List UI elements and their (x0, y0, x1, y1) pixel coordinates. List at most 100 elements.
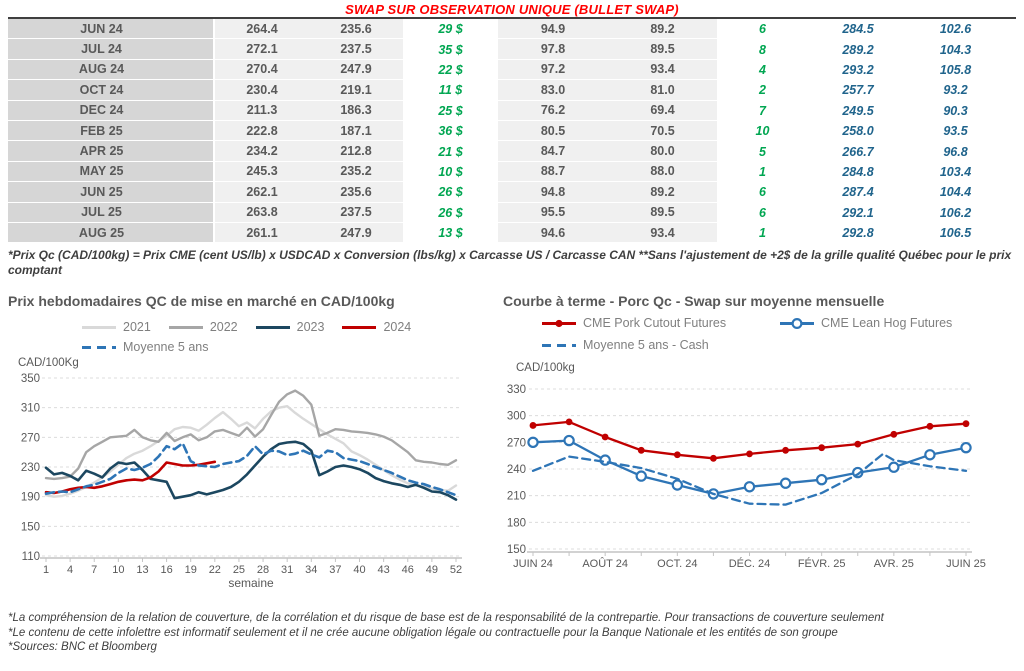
svg-text:40: 40 (353, 564, 365, 576)
legend-line-icon (342, 325, 377, 329)
table-value-cell: 5 (759, 144, 766, 159)
table-value-cell: 83.0 (498, 80, 608, 101)
table-month-cell: JUN 24 (8, 19, 213, 40)
table-value-cell: 80.5 (498, 120, 608, 142)
table-value-cell: 88.0 (608, 161, 717, 183)
weekly-chart-y-unit: CAD/100Kg (18, 357, 79, 369)
table-value-cell: 89.2 (608, 19, 717, 40)
footer-disclaimer: *La compréhension de la relation de couv… (8, 611, 1016, 655)
table-month-cell: FEB 25 (8, 120, 213, 142)
legend-label: CME Pork Cutout Futures (583, 316, 727, 330)
legend-label: CME Lean Hog Futures (821, 316, 953, 330)
svg-text:OCT. 24: OCT. 24 (657, 558, 697, 570)
table-value-cell: 29 $ (438, 22, 463, 37)
svg-text:46: 46 (402, 564, 414, 576)
svg-text:AVR. 25: AVR. 25 (874, 558, 914, 570)
chart-svg: 110 150 190 230 270 310 350 1 4 7 10 13 16 19 22 25 28 31… (21, 373, 462, 590)
table-value-cell: 94.9 (498, 19, 608, 40)
disclaimer-line: *Le contenu de cette infolettre est info… (8, 626, 838, 639)
svg-text:1: 1 (43, 564, 49, 576)
forward-curve-legend: CME Pork Cutout Futures CME Lean Hog Futu… (540, 313, 1000, 355)
legend-dash-icon (82, 345, 116, 349)
svg-text:34: 34 (305, 564, 317, 576)
svg-text:240: 240 (507, 464, 526, 476)
table-value-cell: 212.8 (309, 141, 403, 162)
table-value-cell: 235.6 (309, 19, 403, 40)
table-value-cell: 104.3 (939, 42, 972, 57)
legend-line-circle-icon (780, 317, 814, 329)
table-value-cell: 26 $ (438, 185, 463, 200)
table-value-cell: 235.6 (309, 182, 403, 203)
svg-text:150: 150 (21, 521, 40, 533)
table-value-cell: 6 (759, 22, 766, 37)
table-value-cell: 36 $ (438, 124, 463, 139)
table-value-cell: 4 (759, 62, 766, 77)
svg-text:350: 350 (21, 373, 40, 385)
legend-item: 2023 (254, 317, 325, 337)
forward-curve-chart: 150 180 210 240 270 300 330 JUIN 24 AOÛT 24 OCT. … (496, 375, 1024, 602)
table-value-cell: 95.5 (498, 202, 608, 223)
table-month-cell: JUN 25 (8, 182, 213, 203)
table-value-cell: 7 (759, 103, 766, 118)
legend-label: 2023 (296, 320, 325, 334)
legend-line-icon (168, 325, 203, 329)
table-value-cell: 8 (759, 42, 766, 57)
svg-text:28: 28 (257, 564, 269, 576)
svg-text:JUIN 25: JUIN 25 (946, 558, 986, 570)
table-value-cell: 105.8 (939, 62, 972, 77)
table-value-cell: 93.4 (608, 222, 717, 244)
table-month-cell: AUG 25 (8, 222, 213, 244)
table-value-cell: 69.4 (608, 100, 717, 121)
table-value-cell: 272.1 (213, 39, 309, 60)
svg-text:16: 16 (160, 564, 172, 576)
table-value-cell: 1 (759, 164, 766, 179)
table-value-cell: 90.3 (943, 103, 968, 118)
table-value-cell: 287.4 (842, 185, 874, 200)
svg-text:7: 7 (91, 564, 97, 576)
table-month-cell: DEC 24 (8, 100, 213, 121)
svg-text:semaine: semaine (228, 576, 274, 590)
table-value-cell: 11 $ (438, 83, 463, 98)
table-month-cell: MAY 25 (8, 161, 213, 183)
table-value-cell: 13 $ (438, 226, 463, 241)
table-value-cell: 234.2 (213, 141, 309, 162)
table-value-cell: 106.5 (939, 226, 972, 241)
svg-text:13: 13 (136, 564, 148, 576)
table-value-cell: 237.5 (309, 39, 403, 60)
table-value-cell: 270.4 (213, 59, 309, 81)
legend-dash-icon (542, 343, 576, 347)
table-month-cell: JUL 25 (8, 202, 213, 223)
table-value-cell: 262.1 (213, 182, 309, 203)
table-value-cell: 247.9 (309, 59, 403, 81)
table-value-cell: 26 $ (438, 205, 463, 220)
svg-text:4: 4 (67, 564, 73, 576)
svg-text:JUIN 24: JUIN 24 (513, 558, 553, 570)
svg-text:52: 52 (450, 564, 462, 576)
svg-text:FÉVR. 25: FÉVR. 25 (798, 557, 846, 570)
table-value-cell: 258.0 (842, 124, 874, 139)
table-value-cell: 1 (759, 226, 766, 241)
table-value-cell: 6 (759, 185, 766, 200)
table-value-cell: 81.0 (608, 80, 717, 101)
svg-text:300: 300 (507, 411, 526, 423)
table-value-cell: 96.8 (943, 144, 968, 159)
table-value-cell: 84.7 (498, 141, 608, 162)
table-value-cell: 106.2 (939, 205, 972, 220)
chart-svg: 150 180 210 240 270 300 330 JUIN 24 AOÛT 24 OCT. … (507, 384, 986, 570)
legend-label: Moyenne 5 ans (123, 340, 209, 354)
table-value-cell: 10 (755, 124, 770, 139)
table-month-cell: OCT 24 (8, 80, 213, 101)
table-value-cell: 89.5 (608, 39, 717, 60)
svg-text:DÉC. 24: DÉC. 24 (729, 557, 771, 570)
table-value-cell: 293.2 (842, 62, 874, 77)
svg-text:310: 310 (21, 403, 40, 415)
header-divider (8, 17, 1016, 19)
table-value-cell: 89.2 (608, 182, 717, 203)
table-value-cell: 249.5 (842, 103, 874, 118)
table-value-cell: 93.4 (608, 59, 717, 81)
table-value-cell: 94.8 (498, 182, 608, 203)
forward-curve-title: Courbe à terme - Porc Qc - Swap sur moye… (503, 293, 885, 309)
weekly-chart-title: Prix hebdomadaires QC de mise en marché … (8, 293, 395, 309)
legend-label: Moyenne 5 ans - Cash (583, 338, 709, 352)
